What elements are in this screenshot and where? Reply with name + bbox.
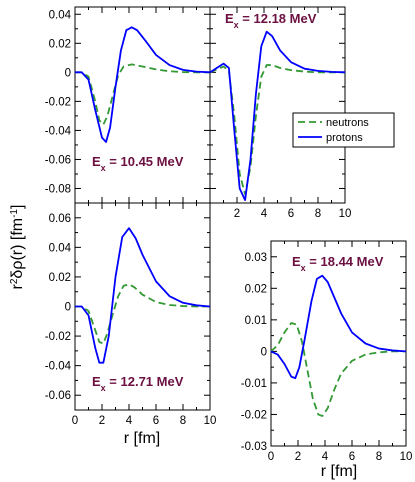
panel-top-left: 0.04 0.02 0 -0.02 -0.04 -0.06 -0.08 Ex = 10.45 … xyxy=(45,6,211,204)
x-tick-label: 4 xyxy=(261,208,268,220)
y-tick-label: 0 xyxy=(65,302,71,314)
excitation-energy-subscript: x xyxy=(301,263,306,273)
panel-top-right: 2 4 6 8 10 Ex = 12.18 MeV xyxy=(209,6,352,220)
y-tick-label: -0.03 xyxy=(241,441,267,453)
x-axis-title-right: r [fm] xyxy=(321,463,357,480)
plot-frame xyxy=(209,6,346,204)
y-tick-label: -0.06 xyxy=(45,390,71,402)
y-tick-label: 0.04 xyxy=(49,9,72,21)
series-neutrons-line xyxy=(75,63,210,126)
y-tick-label: 0 xyxy=(65,67,71,79)
x-tick-label: 8 xyxy=(315,208,321,220)
x-axis-title-left: r [fm] xyxy=(124,430,160,447)
x-tick-label: 0 xyxy=(268,451,274,463)
excitation-energy-subscript: x xyxy=(101,163,106,173)
x-tick-label: 0 xyxy=(72,415,78,427)
y-tick-label: 0 xyxy=(261,346,267,358)
y-tick-label: 0.01 xyxy=(245,315,267,327)
excitation-energy-value: = 18.44 MeV xyxy=(306,254,384,269)
excitation-energy-symbol: E xyxy=(292,254,301,269)
x-tick-label: 6 xyxy=(288,208,294,220)
excitation-energy-subscript: x xyxy=(234,20,239,30)
x-tick-label: 10 xyxy=(400,451,413,463)
series-neutrons-line xyxy=(209,64,345,196)
y-tick-label: 0.02 xyxy=(49,38,71,50)
x-tick-label: 2 xyxy=(295,451,301,463)
y-tick-label: -0.02 xyxy=(45,331,71,343)
excitation-energy-value: = 12.18 MeV xyxy=(239,11,317,26)
excitation-energy-label: Ex = 18.44 MeV xyxy=(292,254,384,273)
series-protons-line xyxy=(75,26,211,143)
plot-frame xyxy=(270,240,407,447)
y-tick-label: -0.01 xyxy=(241,378,267,390)
y-axis-title: r2δρ(r) [fm-1] xyxy=(9,205,27,290)
legend-label-protons: protons xyxy=(326,132,363,144)
series-protons-line xyxy=(75,227,211,364)
x-tick-label: 8 xyxy=(180,415,186,427)
excitation-energy-label: Ex = 10.45 MeV xyxy=(92,154,184,173)
x-tick-label: 8 xyxy=(376,451,382,463)
excitation-energy-value: = 12.71 MeV xyxy=(106,374,184,389)
excitation-energy-symbol: E xyxy=(92,154,101,169)
x-tick-label: 4 xyxy=(322,451,329,463)
y-tick-label: 0.02 xyxy=(245,283,267,295)
y-tick-label: -0.04 xyxy=(45,361,72,373)
series-protons-line xyxy=(270,274,407,380)
x-tick-label: 6 xyxy=(153,415,159,427)
y-tick-label: -0.02 xyxy=(45,96,71,108)
legend: neutrons protons xyxy=(292,112,395,148)
y-tick-label: 0.04 xyxy=(49,242,72,254)
y-axis-title-unit-sup: -1 xyxy=(9,209,20,218)
series-neutrons-line xyxy=(270,322,406,417)
y-tick-label: -0.02 xyxy=(241,409,267,421)
legend-label-neutrons: neutrons xyxy=(326,117,369,129)
excitation-energy-symbol: E xyxy=(225,11,234,26)
y-tick-label: -0.08 xyxy=(45,183,71,195)
excitation-energy-symbol: E xyxy=(92,374,101,389)
x-tick-label: 2 xyxy=(99,415,105,427)
excitation-energy-subscript: x xyxy=(101,383,106,393)
y-axis-title-close: ] xyxy=(9,205,26,209)
x-tick-label: 2 xyxy=(234,208,240,220)
y-tick-label: -0.04 xyxy=(45,125,72,137)
x-tick-label: 10 xyxy=(204,415,217,427)
excitation-energy-label: Ex = 12.18 MeV xyxy=(225,11,317,30)
x-tick-label: 4 xyxy=(126,415,133,427)
x-tick-label: 10 xyxy=(339,208,352,220)
excitation-energy-label: Ex = 12.71 MeV xyxy=(92,374,184,393)
y-tick-label: 0.02 xyxy=(49,272,71,284)
y-tick-label: 0.06 xyxy=(49,213,71,225)
legend-box xyxy=(292,112,395,148)
series-neutrons-line xyxy=(75,283,210,345)
y-axis-title-prefix: r xyxy=(9,283,26,289)
panel-bottom-right: 0 2 4 6 8 10 0.03 0.02 0.01 0 -0.01 -0.02 -0.03 Ex = … xyxy=(241,240,413,463)
series-protons-line xyxy=(209,30,346,202)
y-tick-label: -0.06 xyxy=(45,154,71,166)
y-axis-title-main: δρ(r) [fm xyxy=(9,218,26,279)
panel-bottom-left: 0 2 4 6 8 10 0.06 0.04 0.02 0 -0.02 -0.04 -0.06 Ex = … xyxy=(45,202,217,427)
x-tick-label: 6 xyxy=(349,451,355,463)
y-tick-label: 0.03 xyxy=(245,252,267,264)
excitation-energy-value: = 10.45 MeV xyxy=(106,154,184,169)
y-axis-title-sup: 2 xyxy=(9,278,20,284)
